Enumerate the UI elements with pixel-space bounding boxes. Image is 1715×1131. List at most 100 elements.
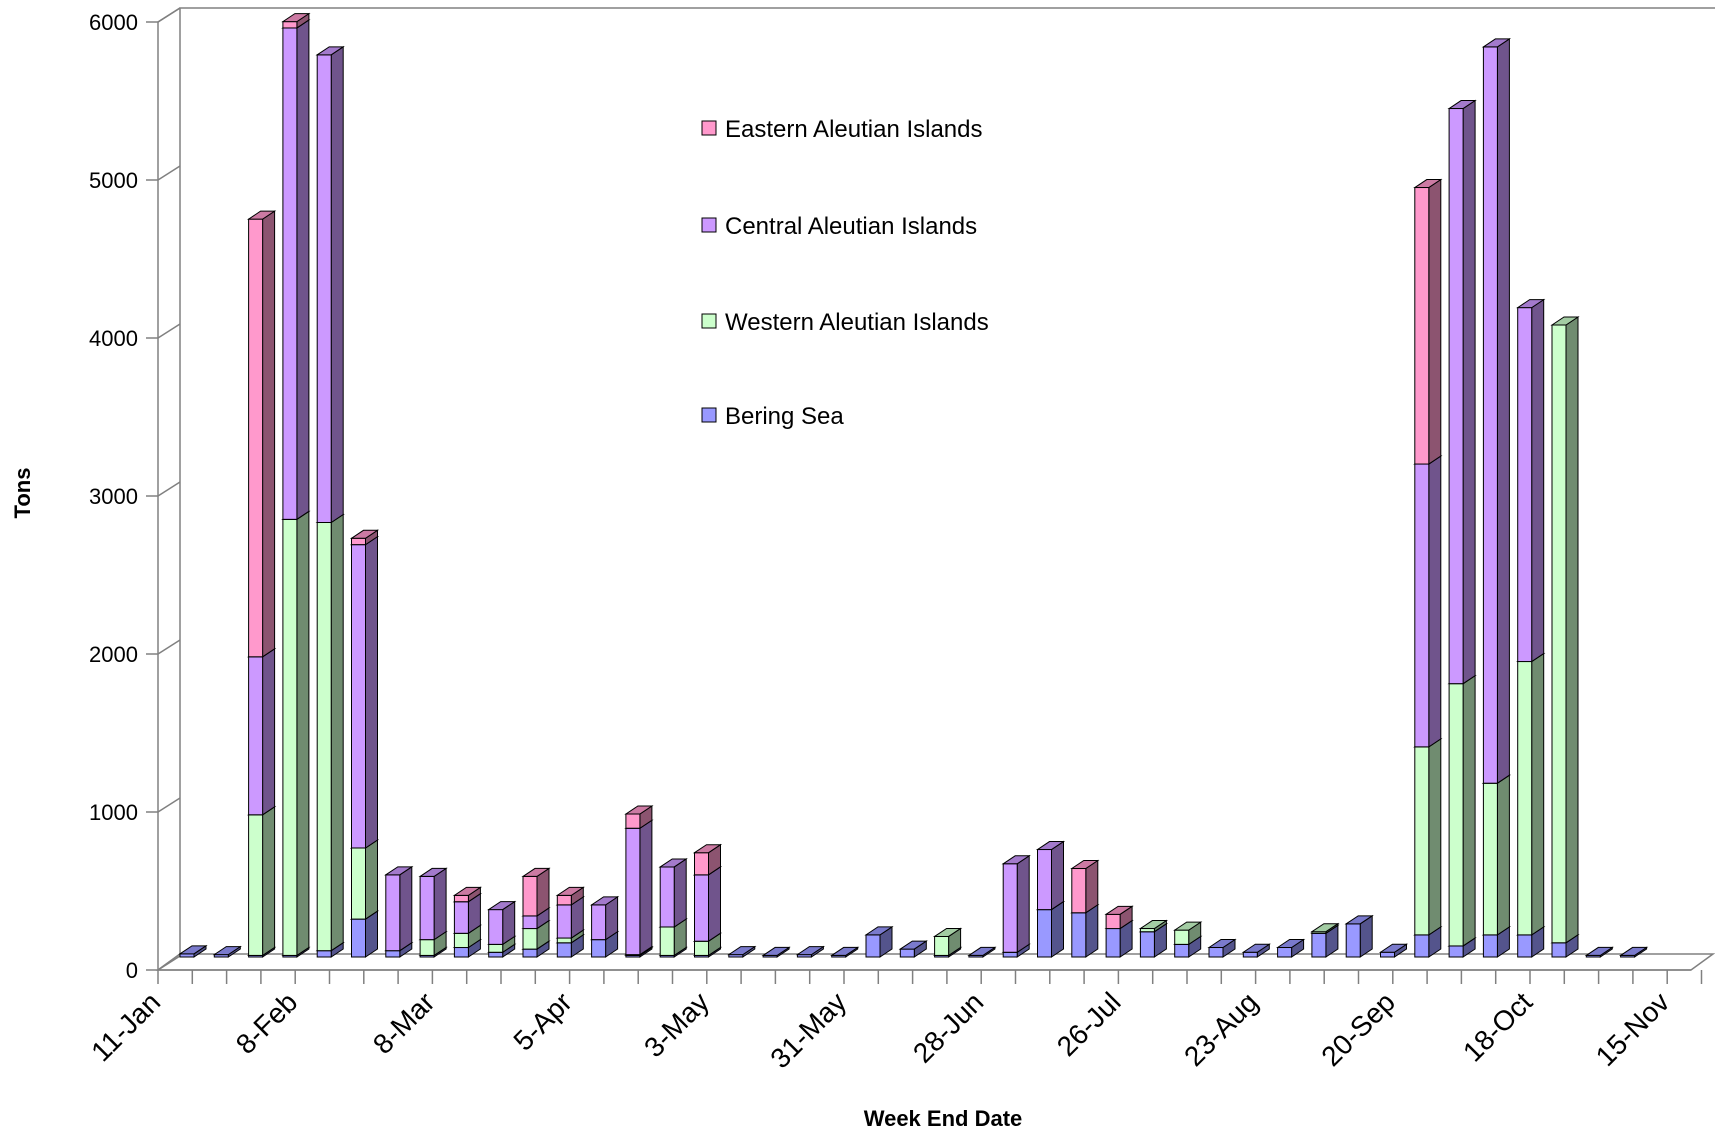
x-tick-label: 5-Apr (508, 986, 578, 1056)
bar-segment-eastern (1070, 859, 1100, 914)
bar-segment-central (487, 900, 517, 946)
bar-front-central (694, 874, 709, 942)
bar-side-central (1531, 298, 1545, 663)
bar-front-bering (1345, 923, 1361, 958)
bar-top-bering (967, 946, 997, 956)
bar-top-eastern (1413, 179, 1443, 189)
bar-segment-bering (864, 925, 894, 958)
bar-segment-bering (1344, 914, 1374, 958)
bar-front-bering (385, 950, 401, 958)
bar-front-central (282, 27, 298, 520)
bar-front-bering (1208, 947, 1224, 958)
bar-front-central (556, 904, 572, 939)
bar-front-central (1448, 108, 1464, 685)
bar-top-central (1035, 841, 1066, 851)
bar-segment-western (246, 805, 277, 957)
bar-front-eastern (1414, 187, 1430, 465)
bar-segment-eastern (692, 843, 723, 876)
bar-front-central (385, 874, 401, 952)
bar-front-bering (1311, 932, 1327, 958)
bar-top-bering (1275, 939, 1306, 949)
bar-side-central (1462, 99, 1476, 685)
bar-side-bering (1085, 903, 1099, 958)
bar-top-central (487, 901, 517, 911)
bar-top-bering (1618, 946, 1649, 956)
bar-segment-central (1413, 455, 1443, 748)
bar-side-western (1496, 774, 1510, 936)
bar-front-bering (1037, 909, 1052, 958)
bar-top-bering (212, 946, 242, 956)
bar-front-central (522, 915, 538, 930)
bar-top-central (1516, 299, 1546, 309)
legend-label-bering: Bering Sea (725, 403, 844, 430)
bar-front-central (591, 904, 607, 941)
bar-front-central (659, 866, 675, 928)
x-tick-label: 3-May (638, 986, 715, 1063)
bar-segment-western (1447, 674, 1477, 947)
bar-front-bering (1551, 942, 1567, 958)
bar-segment-bering (727, 945, 757, 958)
bar-segment-eastern (452, 886, 483, 903)
bar-side-central (1051, 840, 1064, 911)
bar-front-western (1517, 661, 1533, 936)
legend-label-central: Central Aleutian Islands (725, 213, 977, 240)
bar-front-western (694, 940, 709, 956)
bar-side-central (1016, 854, 1030, 954)
bar-top-bering (761, 946, 791, 956)
bar-top-eastern (281, 13, 311, 23)
bar-front-central (351, 544, 366, 849)
bar-front-bering (899, 948, 915, 958)
bar-front-bering (1002, 951, 1018, 958)
bar-top-bering (1584, 946, 1614, 956)
bar-top-western (1550, 316, 1580, 326)
y-tick-depth (157, 7, 181, 23)
bar-top-central (418, 867, 448, 877)
bar-front-central (1517, 307, 1533, 663)
bar-side-eastern (1428, 178, 1442, 465)
bar-top-central (315, 46, 345, 56)
bar-top-eastern (452, 886, 483, 896)
bar-front-central (488, 909, 504, 945)
bar-side-western (365, 839, 378, 921)
bar-side-eastern (262, 210, 276, 658)
bar-segment-western (521, 919, 551, 951)
bar-front-western (1414, 746, 1430, 936)
bar-top-eastern (692, 844, 723, 854)
y-tick-depth (157, 955, 181, 971)
bar-segment-central (246, 647, 277, 816)
bar-top-central (384, 866, 414, 876)
bar-front-eastern (282, 21, 298, 29)
bar-segment-central (315, 45, 345, 524)
bar-top-eastern (1070, 860, 1100, 870)
bar-front-central (316, 54, 332, 523)
bar-front-central (419, 875, 435, 941)
bar-top-eastern (624, 805, 654, 815)
bar-front-central (1037, 849, 1052, 911)
bar-segment-central (349, 535, 380, 849)
bar-front-eastern (522, 875, 538, 917)
y-tick-label: 0 (126, 958, 138, 983)
y-tick-depth (157, 481, 181, 497)
bar-side-central (1496, 37, 1510, 785)
legend: Eastern Aleutian Islands Central Aleutia… (701, 116, 989, 430)
bar-front-bering (316, 950, 332, 958)
bar-front-bering (488, 951, 504, 958)
bar-segment-bering (1584, 946, 1614, 958)
bar-side-eastern (1085, 859, 1099, 914)
x-axis-title: Week End Date (864, 1106, 1023, 1131)
bar-top-bering (178, 945, 208, 955)
bar-top-central (1481, 38, 1512, 48)
bar-segment-eastern (1413, 178, 1443, 465)
y-tick-label: 3000 (89, 484, 138, 509)
bar-top-eastern (349, 529, 380, 539)
bar-segment-eastern (281, 12, 311, 29)
back-wall-outline (157, 7, 1715, 971)
bar-front-bering (1517, 934, 1533, 958)
legend-item-bering: Bering Sea (701, 403, 844, 430)
bar-front-bering (1105, 928, 1121, 958)
bar-front-bering (865, 934, 881, 958)
bar-front-central (1482, 46, 1498, 784)
bar-segment-bering (1618, 946, 1649, 958)
x-tick-label: 18-Oct (1457, 986, 1538, 1067)
